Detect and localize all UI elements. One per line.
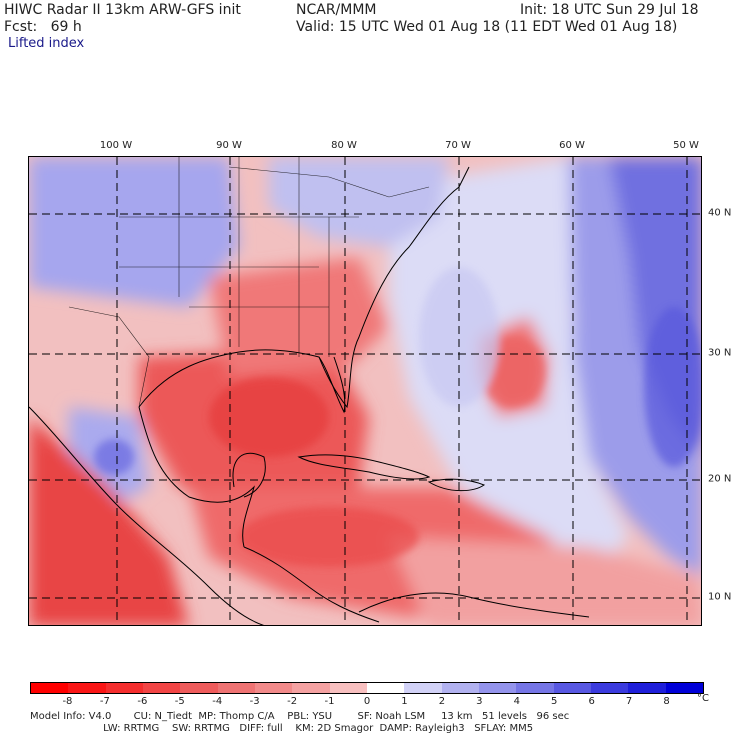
color-scale-tick-label: -6 xyxy=(137,696,148,707)
color-scale-tick-label: 7 xyxy=(625,696,633,707)
lat-label-30n: 30 N xyxy=(708,347,732,359)
color-scale-tick-label: 0 xyxy=(363,696,371,707)
caribbean-core xyxy=(239,507,419,567)
valid-time: Valid: 15 UTC Wed 01 Aug 18 (11 EDT Wed … xyxy=(296,19,678,35)
color-scale-tick-label: 1 xyxy=(401,696,408,707)
color-scale-cell xyxy=(441,683,479,693)
color-scale-tick-label: 8 xyxy=(663,696,670,707)
central-america-coast xyxy=(243,546,380,623)
atlantic-swirl xyxy=(419,267,499,407)
mexico-deep-blue xyxy=(94,439,134,475)
init-time: Init: 18 UTC Sun 29 Jul 18 xyxy=(520,2,699,18)
color-scale-cell xyxy=(292,683,330,693)
yucatan-outline xyxy=(232,452,266,498)
model-title: HIWC Radar II 13km ARW-GFS init xyxy=(4,2,241,18)
color-scale-tick-label: 2 xyxy=(438,696,446,707)
color-scale-cell xyxy=(366,683,405,693)
color-scale-cell xyxy=(217,683,255,693)
canada-border xyxy=(228,166,430,198)
color-scale-cell xyxy=(590,683,629,693)
lat-label-20n: 20 N xyxy=(708,473,732,485)
org-label: NCAR/MMM xyxy=(296,2,377,18)
south-america-coast xyxy=(358,592,590,618)
color-scale-cell xyxy=(404,683,442,693)
gulf-core xyxy=(209,377,329,457)
color-scale-unit: °C xyxy=(697,693,709,704)
color-scale-cell xyxy=(665,683,703,693)
color-scale-cell xyxy=(516,683,554,693)
color-scale-tick-label: -8 xyxy=(62,696,73,707)
color-scale-cell xyxy=(329,683,367,693)
color-scale-cell xyxy=(254,683,293,693)
lon-label-70w: 70 W xyxy=(445,140,471,151)
graticule xyxy=(29,157,701,625)
color-scale-cell xyxy=(628,683,666,693)
color-scale-bar xyxy=(30,682,704,694)
color-scale-tick-label: -5 xyxy=(174,696,185,707)
map-canvas xyxy=(29,157,701,625)
gulf-coast xyxy=(138,166,470,409)
field-name: Lifted index xyxy=(8,36,85,51)
color-scale-cell xyxy=(180,683,218,693)
lon-label-90w: 90 W xyxy=(216,140,242,151)
northeast-us-blue xyxy=(269,157,449,247)
lon-label-80w: 80 W xyxy=(331,140,357,151)
lon-label-60w: 60 W xyxy=(559,140,585,151)
pacific-coast xyxy=(29,406,265,625)
tropical-atlantic-pink xyxy=(389,537,701,625)
lon-label-50w: 50 W xyxy=(673,140,699,151)
color-scale-cell xyxy=(142,683,181,693)
atlantic-east-blue xyxy=(644,307,701,467)
color-scale-cell xyxy=(553,683,591,693)
pacific-red-field xyxy=(29,417,189,625)
color-scale-tick-label: 4 xyxy=(513,696,520,707)
lifted-index-map xyxy=(28,156,702,626)
color-scale-tick-label: 3 xyxy=(476,696,483,707)
state-lines xyxy=(119,157,359,357)
lat-label-10n: 10 N xyxy=(708,591,732,603)
coastlines xyxy=(29,166,590,625)
mexico-coast xyxy=(138,406,255,548)
color-scale-cell xyxy=(478,683,517,693)
forecast-hour: Fcst: 69 h xyxy=(4,19,82,35)
hispaniola-outline xyxy=(427,478,486,492)
color-scale-tick-label: 5 xyxy=(551,696,558,707)
northwest-blue xyxy=(29,157,239,307)
color-scale-tick-label: 6 xyxy=(588,696,595,707)
color-scale-cell xyxy=(31,683,69,693)
color-scale-cell xyxy=(68,683,106,693)
political-borders xyxy=(68,157,430,408)
lat-label-40n: 40 N xyxy=(708,207,732,219)
color-scale-tick-label: -4 xyxy=(212,696,223,707)
color-scale-tick-label: -7 xyxy=(99,696,110,707)
lon-label-100w: 100 W xyxy=(99,140,133,151)
florida-peninsula xyxy=(318,356,346,414)
texture-overlay xyxy=(94,267,701,567)
model-info-line-2: LW: RRTMG SW: RRTMG DIFF: full KM: 2D Sm… xyxy=(30,723,534,734)
color-scale-cell xyxy=(105,683,143,693)
us-mexico-border xyxy=(68,306,150,408)
color-scale-tick-label: -2 xyxy=(287,696,298,707)
color-scale-tick-label: -3 xyxy=(249,696,260,707)
color-scale-tick-label: -1 xyxy=(324,696,335,707)
model-info-line-1: Model Info: V4.0 CU: N_Tiedt MP: Thomp C… xyxy=(30,711,570,722)
cuba-outline xyxy=(297,454,431,480)
